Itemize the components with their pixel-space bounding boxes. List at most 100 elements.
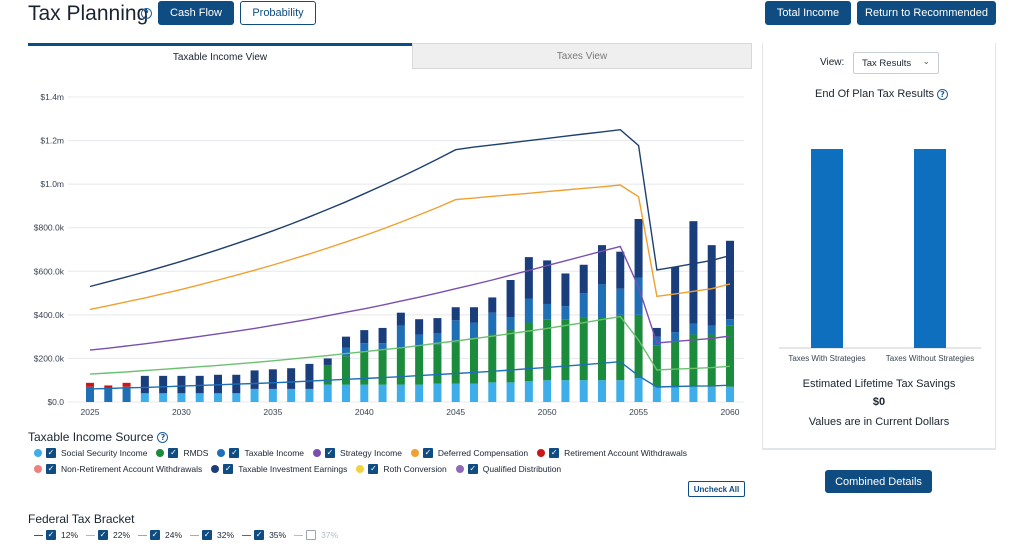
legend-item[interactable]: ✓ RMDS (156, 448, 208, 458)
legend-item[interactable]: ✓ Qualified Distribution (455, 464, 562, 474)
checkbox[interactable]: ✓ (223, 464, 234, 474)
checkbox[interactable]: ✓ (46, 464, 56, 474)
bar-segment (579, 264, 588, 294)
view-select[interactable]: Tax Results ⌄ (853, 52, 939, 74)
bar-segment (652, 327, 661, 337)
income-source-legend-row-2: ✓ Non-Retirement Account Withdrawals ✓ Taxa… (34, 464, 570, 474)
bar-segment (707, 386, 716, 402)
checkbox[interactable]: ✓ (229, 448, 240, 458)
return-to-recommended-button[interactable]: Return to Recommended (857, 1, 996, 25)
bracket-line-swatch (138, 534, 148, 536)
probability-button[interactable]: Probability (240, 1, 316, 25)
bracket-item[interactable]: ✓ 24% (138, 530, 182, 540)
bracket-item[interactable]: ✓ 32% (190, 530, 234, 540)
checkbox[interactable]: ✓ (422, 448, 433, 458)
bar-segment (214, 374, 222, 394)
legend-item[interactable]: ✓ Social Security Income (34, 448, 147, 458)
legend-color-dot (537, 449, 546, 457)
bar-segment (342, 336, 350, 348)
checkbox[interactable]: ✓ (202, 530, 213, 540)
bar-segment (561, 319, 570, 381)
checkbox[interactable]: ✓ (168, 448, 179, 458)
checkbox[interactable]: ✓ (325, 448, 336, 458)
help-icon[interactable]: ? (141, 8, 152, 19)
legend-color-dot (156, 449, 165, 457)
tab-taxable-income-view[interactable]: Taxable Income View (28, 43, 412, 69)
checkbox[interactable]: ✓ (368, 464, 379, 474)
bar-segment (451, 307, 460, 321)
checkbox[interactable]: ✓ (150, 530, 161, 540)
uncheck-all-button[interactable]: Uncheck All (688, 481, 745, 497)
taxable-income-source-title: Taxable Income Source? (28, 430, 169, 444)
legend-label: Strategy Income (340, 448, 402, 458)
checkbox[interactable]: ✓ (549, 448, 560, 458)
tax-results-svg: Taxes With Strategies Taxes Without Strat… (779, 149, 981, 363)
checkbox[interactable]: ✓ (46, 448, 56, 458)
bar-segment (378, 327, 387, 344)
bar-segment (451, 383, 460, 402)
legend-item[interactable]: ✓ Taxable Investment Earnings (211, 464, 347, 474)
bar-segment (177, 375, 186, 394)
bar-segment (195, 375, 204, 394)
bracket-item[interactable]: ✓ 12% (34, 530, 78, 540)
bar-segment (360, 384, 369, 402)
bracket-item[interactable]: ✓ 22% (86, 530, 130, 540)
total-income-button[interactable]: Total Income (765, 1, 851, 25)
legend-item[interactable]: ✓ Strategy Income (313, 448, 402, 458)
chevron-down-icon: ⌄ (922, 57, 930, 67)
bar-segment (726, 325, 734, 387)
federal-tax-bracket-legend: ✓ 12% ✓ 22% ✓ 24% ✓ 32% ✓ 35% 37% (34, 530, 346, 540)
bar-segment (543, 380, 552, 402)
y-tick-label: $400.0k (34, 310, 65, 320)
bracket-item[interactable]: ✓ 35% (242, 530, 286, 540)
view-label: View: (820, 57, 845, 68)
legend-item[interactable]: ✓ Retirement Account Withdrawals (537, 448, 687, 458)
bar-segment (287, 368, 296, 389)
x-tick-label: 2035 (263, 407, 282, 417)
bracket-item[interactable]: 37% (294, 530, 338, 540)
checkbox[interactable] (306, 530, 317, 540)
bar-segment (726, 386, 734, 402)
tax-result-bar (914, 149, 946, 348)
checkbox[interactable]: ✓ (467, 464, 478, 474)
help-icon[interactable]: ? (157, 432, 169, 444)
bar-segment (122, 382, 131, 387)
bar-segment (579, 317, 588, 381)
bar-segment (524, 257, 533, 299)
bar-segment (396, 325, 405, 348)
cash-flow-button[interactable]: Cash Flow (158, 1, 234, 25)
bracket-label: 24% (165, 530, 183, 540)
tax-result-bar (811, 149, 843, 348)
checkbox[interactable]: ✓ (98, 530, 109, 540)
bar-segment (451, 342, 460, 384)
bar-segment (671, 341, 680, 387)
checkbox[interactable]: ✓ (254, 530, 265, 540)
bar-segment (616, 380, 625, 402)
legend-color-dot (410, 449, 419, 457)
legend-color-dot (217, 449, 226, 457)
legend-label: Qualified Distribution (482, 464, 562, 474)
bar-segment (726, 319, 734, 326)
bar-segment (415, 345, 424, 385)
end-of-plan-title: End Of Plan Tax Results (815, 88, 935, 100)
legend-item[interactable]: ✓ Non-Retirement Account Withdrawals (34, 464, 202, 474)
checkbox[interactable]: ✓ (46, 530, 56, 540)
tab-taxes-view[interactable]: Taxes View (412, 43, 752, 69)
bracket-label: 35% (269, 530, 287, 540)
bracket-label: 22% (113, 530, 131, 540)
legend-label: Deferred Compensation (437, 448, 529, 458)
bracket-label: 32% (217, 530, 235, 540)
legend-color-dot (34, 465, 42, 473)
x-tick-label: 2040 (355, 407, 374, 417)
bar-segment (305, 363, 314, 389)
page-title: Tax Planning (28, 2, 149, 25)
bar-segment (671, 332, 680, 341)
legend-label: Retirement Account Withdrawals (564, 448, 687, 458)
legend-item[interactable]: ✓ Taxable Income (217, 448, 304, 458)
right-panel (762, 43, 996, 449)
help-icon[interactable]: ? (937, 89, 948, 100)
legend-item[interactable]: ✓ Deferred Compensation (410, 448, 529, 458)
bar-segment (342, 347, 350, 357)
legend-item[interactable]: ✓ Roth Conversion (356, 464, 447, 474)
combined-details-button[interactable]: Combined Details (825, 470, 932, 493)
